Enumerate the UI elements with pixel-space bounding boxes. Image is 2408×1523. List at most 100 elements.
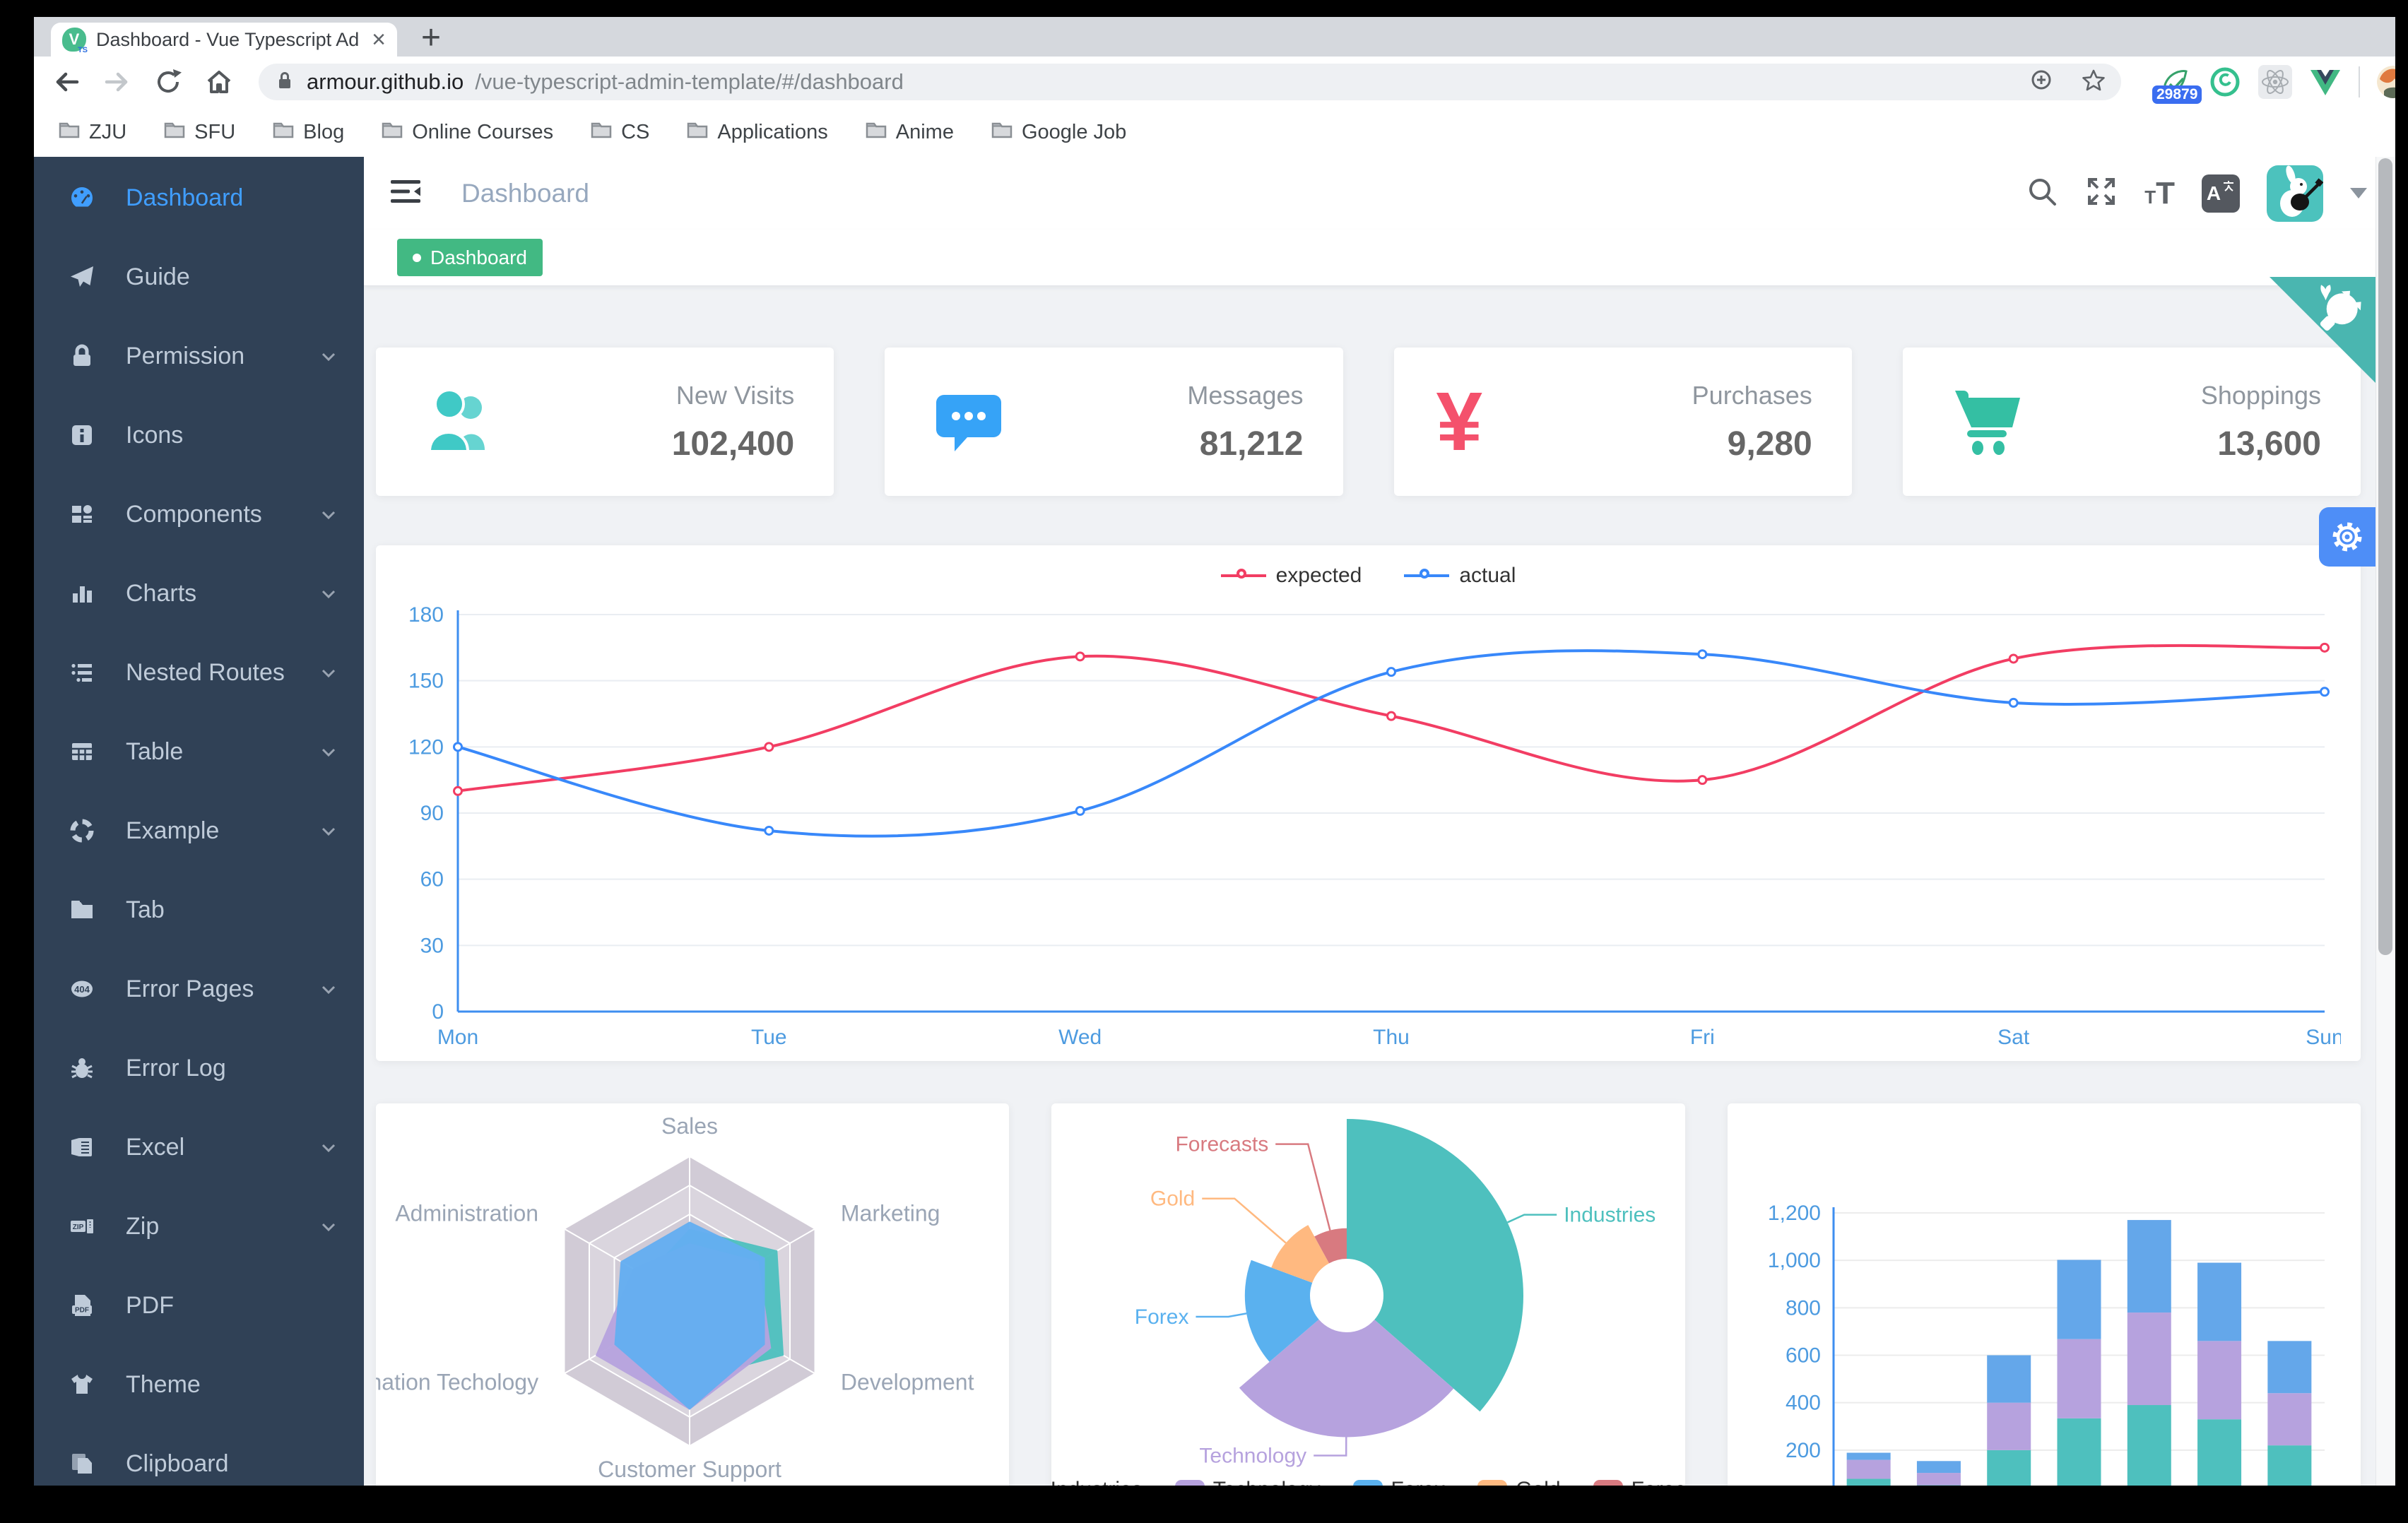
sidebar-item-theme[interactable]: Theme [34,1345,364,1424]
search-icon[interactable] [2026,175,2058,211]
clipper-extension-icon[interactable]: 29879 [2152,66,2202,104]
text-size-icon[interactable]: TT [2144,175,2175,211]
vue-extension-icon[interactable] [2309,67,2342,97]
stat-card-purchases[interactable]: ¥ Purchases 9,280 [1393,348,1852,496]
svg-text:Sat: Sat [1997,1026,2030,1049]
sidebar-item-example[interactable]: Example [34,791,364,870]
legend-item-expected[interactable]: expected [1220,564,1362,588]
stat-card-messages[interactable]: Messages 81,212 [885,348,1343,496]
page-scrollbar[interactable] [2375,157,2395,1486]
legend-label: Forecasts [1631,1478,1685,1486]
url-bar[interactable]: armour.github.io/vue-typescript-admin-te… [259,64,2121,100]
sidebar-item-excel[interactable]: Excel [34,1108,364,1187]
sidebar-item-label: Theme [126,1370,201,1398]
bookmark-item[interactable]: SFU [163,119,235,145]
sidebar-item-icons[interactable]: Icons [34,396,364,475]
stat-value: 102,400 [671,425,795,463]
browser-window: V TS Dashboard - Vue Typescript Ad × + [34,17,2395,1486]
github-corner[interactable] [2270,277,2375,383]
sidebar-item-label: Tab [126,896,165,923]
bar-chart[interactable]: 200 400 600 800 1,000 1,200 [1728,1103,2354,1486]
clipboard-icon [72,1454,92,1474]
sidebar-item-zip[interactable]: ZIP Zip [34,1187,364,1266]
legend-item-actual[interactable]: actual [1404,564,1516,588]
pie-legend-item-technology[interactable]: Technology [1174,1478,1321,1486]
pie-chart-legend: Industries Technology Forex Gold Forecas… [1051,1478,1685,1486]
translate-icon[interactable]: A [2202,174,2240,213]
zip-icon: ZIP [71,1219,93,1233]
new-tab-button[interactable]: + [421,19,442,57]
pie-legend-item-forecasts[interactable]: Forecasts [1593,1478,1685,1486]
charts-icon [73,586,92,603]
settings-gear-button[interactable] [2319,507,2375,567]
bookmark-item[interactable]: Online Courses [381,119,553,145]
bookmark-item[interactable]: Anime [865,119,954,145]
browser-tab[interactable]: V TS Dashboard - Vue Typescript Ad × [51,23,397,57]
hamburger-icon[interactable] [389,177,422,209]
favicon: V TS [62,28,88,54]
sidebar-item-guide[interactable]: Guide [34,237,364,316]
sidebar-item-charts[interactable]: Charts [34,554,364,633]
tab-title: Dashboard - Vue Typescript Ad [96,28,360,50]
error-404-icon: 404 [71,980,93,997]
sidebar-item-label: Nested Routes [126,658,285,686]
bookmark-item[interactable]: Applications [686,119,828,145]
scrollbar-thumb[interactable] [2378,158,2392,955]
stat-card-new-visits[interactable]: New Visits 102,400 [376,348,834,496]
radar-chart[interactable]: Sales Marketing Development Customer Suppor… [376,1103,1003,1486]
bookmark-item[interactable]: Blog [272,119,344,145]
sidebar-item-pdf[interactable]: PDF PDF [34,1266,364,1345]
bookmark-item[interactable]: ZJU [58,119,126,145]
grammarly-extension-icon[interactable] [2209,66,2241,98]
sidebar-item-components[interactable]: Components [34,475,364,554]
pie-legend-item-industries[interactable]: Industries [1051,1478,1142,1486]
sidebar-item-label: Zip [126,1212,160,1240]
message-icon [927,381,1012,463]
sidebar-item-label: Table [126,737,184,765]
bookmark-label: CS [621,120,650,143]
sidebar-item-nested-routes[interactable]: Nested Routes [34,633,364,712]
legend-marker-icon [1220,569,1266,583]
svg-text:ZIP: ZIP [73,1223,84,1231]
sidebar-item-dashboard[interactable]: Dashboard [34,158,364,237]
app: Dashboard Guide Permission Icons Compone… [34,157,2395,1486]
sidebar-item-table[interactable]: Table [34,712,364,791]
stat-value: 13,600 [2217,425,2321,463]
line-chart[interactable]: 0 30 60 90 120 150 180 Mon Tue Wed Thu Fri Sat Sun [376,545,2344,1061]
pie-legend-item-forex[interactable]: Forex [1352,1478,1445,1486]
bookmark-label: Applications [717,120,828,143]
chevron-down-icon[interactable] [2350,188,2367,198]
bookmark-label: Google Job [1021,120,1127,143]
legend-label: expected [1275,564,1362,587]
zoom-plus-icon[interactable] [2031,69,2053,95]
sidebar-item-permission[interactable]: Permission [34,316,364,396]
react-extension-icon[interactable] [2258,65,2292,99]
sidebar-item-clipboard[interactable]: Clipboard [34,1424,364,1486]
sidebar-item-label: Example [126,817,220,844]
user-avatar[interactable] [2267,165,2323,222]
tab-close-icon[interactable]: × [372,26,386,53]
browser-toolbar: armour.github.io/vue-typescript-admin-te… [34,57,2395,107]
home-icon[interactable] [203,66,235,97]
guide-icon [71,266,93,287]
svg-text:Forex: Forex [1135,1305,1189,1329]
sidebar-item-tab[interactable]: Tab [34,870,364,949]
sidebar-item-error-pages[interactable]: 404 Error Pages [34,949,364,1029]
bookmark-label: SFU [194,120,236,143]
pie-legend-item-gold[interactable]: Gold [1477,1478,1561,1486]
bookmark-item[interactable]: Google Job [991,119,1126,145]
star-icon[interactable] [2082,69,2106,96]
fullscreen-icon[interactable] [2085,175,2118,211]
tag-dashboard[interactable]: Dashboard [397,239,543,276]
svg-text:Thu: Thu [1373,1026,1410,1049]
sidebar-item-error-log[interactable]: Error Log [34,1029,364,1108]
profile-avatar[interactable] [2377,66,2395,98]
bookmark-item[interactable]: CS [590,119,649,145]
reload-icon[interactable] [153,66,184,97]
pie-chart[interactable]: Industries Technology Forex Gold Forecasts [1051,1103,1678,1486]
sidebar-item-label: Error Pages [126,975,254,1002]
sidebar-item-label: Charts [126,579,197,607]
back-icon[interactable] [51,66,82,97]
forward-icon[interactable] [102,66,133,97]
icons-icon [72,425,92,445]
